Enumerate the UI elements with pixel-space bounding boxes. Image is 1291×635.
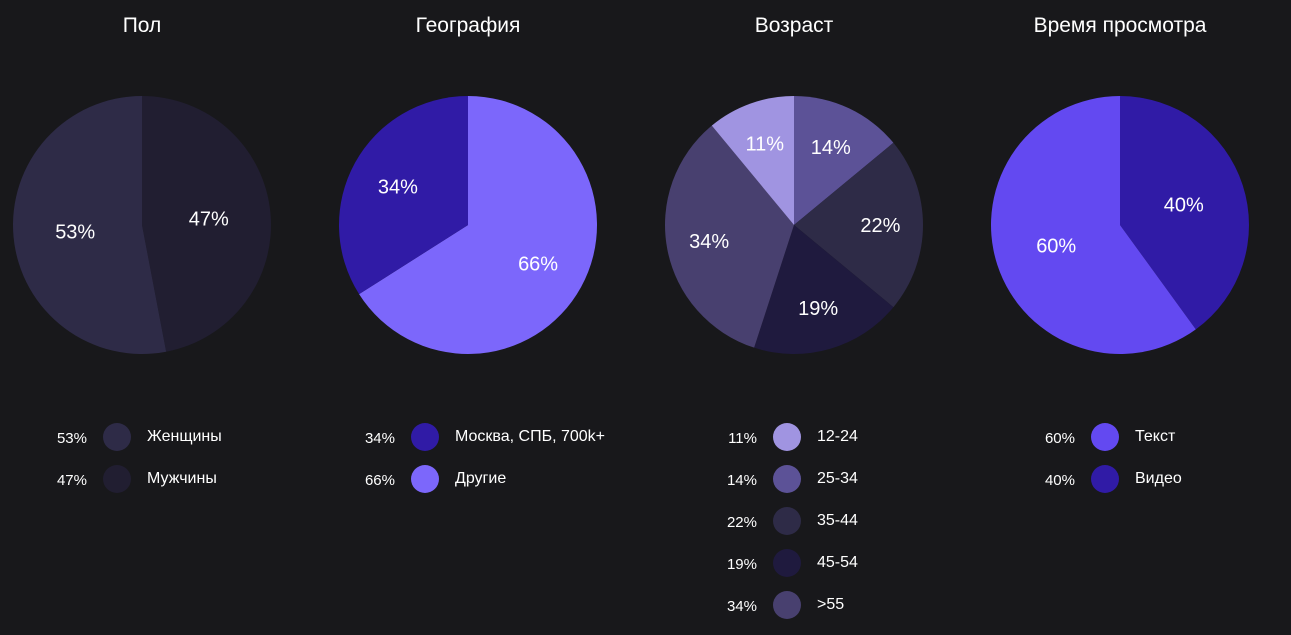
legend-swatch [773, 591, 801, 619]
chart-title: Пол [122, 14, 162, 37]
legend-percent: 53% [56, 430, 87, 447]
pie-slice [338, 96, 468, 295]
pie-slice [794, 142, 923, 308]
pie-slice [794, 96, 894, 225]
pie-slice [711, 96, 794, 225]
slice-data-label: 34% [378, 176, 418, 198]
legend-label: Мужчины [147, 470, 217, 487]
pie-chart: 40% 60% [991, 96, 1249, 354]
legend-percent: 40% [1044, 472, 1075, 489]
legend-percent: 66% [364, 472, 395, 489]
legend-swatch [773, 465, 801, 493]
legend-label: Москва, СПБ, 700k+ [455, 428, 605, 445]
legend-percent: 14% [726, 472, 757, 489]
slice-data-label: 47% [189, 209, 229, 231]
legend-swatch [411, 465, 439, 493]
pie-slice [1120, 96, 1249, 330]
slice-data-label: 22% [860, 215, 900, 237]
pie-chart: 66% 34% [338, 96, 597, 354]
slice-data-label: 19% [798, 298, 838, 320]
legend-label: Текст [1135, 428, 1176, 445]
legend-label: 12-24 [817, 428, 858, 445]
slice-data-label: 34% [689, 231, 729, 253]
legend-percent: 11% [728, 430, 757, 447]
slice-data-label: 60% [1036, 236, 1076, 258]
pie-slice [991, 96, 1196, 354]
legend-swatch [411, 423, 439, 451]
legend-label: 35-44 [817, 512, 858, 529]
legend-label: 25-34 [817, 470, 858, 487]
chart-title: Возраст [754, 14, 834, 37]
slice-data-label: 14% [811, 137, 851, 159]
chart-title: Время просмотра [1033, 14, 1207, 37]
slice-data-label: 53% [55, 221, 95, 243]
legend-label: >55 [817, 596, 845, 613]
legend-swatch [103, 465, 131, 493]
legend-swatch [773, 507, 801, 535]
legend-swatch [773, 423, 801, 451]
legend-label: Женщины [147, 428, 222, 445]
pie-slice [754, 225, 894, 354]
legend-percent: 60% [1044, 430, 1075, 447]
pie-slice [359, 96, 597, 354]
legend-swatch [103, 423, 131, 451]
legend-swatch [773, 549, 801, 577]
pie-slice [142, 96, 272, 352]
slice-data-label: 40% [1164, 194, 1204, 216]
legend-percent: 19% [726, 556, 757, 573]
legend-label: 45-54 [817, 554, 858, 571]
pie-chart: 47% 53% [13, 96, 272, 354]
legend-label: Другие [455, 470, 507, 487]
pie-chart: 14% 22% 19% 34% 11% [665, 96, 923, 354]
slice-data-label: 11% [745, 134, 784, 156]
pie-slice [665, 125, 794, 348]
legend-percent: 22% [726, 514, 757, 531]
pie-slice [13, 96, 167, 354]
slice-data-label: 66% [518, 254, 558, 276]
legend-percent: 47% [56, 472, 87, 489]
legend-label: Видео [1135, 470, 1182, 487]
chart-title: География [415, 14, 521, 37]
legend-swatch [1091, 465, 1119, 493]
legend-swatch [1091, 423, 1119, 451]
legend-percent: 34% [364, 430, 395, 447]
legend-percent: 34% [726, 598, 757, 615]
